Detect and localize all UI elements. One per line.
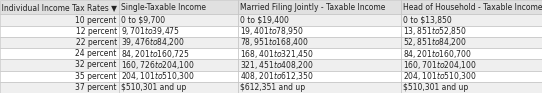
Bar (0, 0, 119, 14)
Text: $160,726 to $204,100: $160,726 to $204,100 (121, 59, 195, 71)
Bar (401, 82, 542, 93)
Text: 12 percent: 12 percent (75, 27, 117, 36)
Bar (401, 26, 542, 37)
Text: $408,201 to $612,350: $408,201 to $612,350 (240, 70, 314, 82)
Text: 0 to $9,700: 0 to $9,700 (121, 16, 165, 25)
Bar (238, 26, 401, 37)
Text: $612,351 and up: $612,351 and up (240, 83, 305, 92)
Bar (401, 14, 542, 26)
Bar (238, 0, 401, 14)
Text: $204,101 to $510,300: $204,101 to $510,300 (403, 70, 477, 82)
Text: $13,851 to $52,850: $13,851 to $52,850 (403, 25, 467, 37)
Bar (238, 59, 401, 71)
Bar (238, 14, 401, 26)
Text: $84,201 to $160,725: $84,201 to $160,725 (121, 48, 190, 60)
Bar (401, 59, 542, 71)
Text: $52,851 to $84,200: $52,851 to $84,200 (403, 36, 467, 48)
Text: $39,476 to $84,200: $39,476 to $84,200 (121, 36, 185, 48)
Bar (119, 48, 238, 59)
Bar (119, 37, 238, 48)
Bar (0, 37, 119, 48)
Text: $19,401 to $78,950: $19,401 to $78,950 (240, 25, 304, 37)
Text: $168,401 to $321,450: $168,401 to $321,450 (240, 48, 314, 60)
Text: Head of Household - Taxable Income: Head of Household - Taxable Income (403, 3, 542, 12)
Bar (238, 48, 401, 59)
Bar (119, 71, 238, 82)
Bar (119, 26, 238, 37)
Text: $204,101 to $510,300: $204,101 to $510,300 (121, 70, 195, 82)
Bar (0, 71, 119, 82)
Text: 32 percent: 32 percent (75, 60, 117, 69)
Bar (119, 14, 238, 26)
Bar (0, 26, 119, 37)
Bar (401, 0, 542, 14)
Bar (119, 0, 238, 14)
Text: 0 to $19,400: 0 to $19,400 (240, 16, 289, 25)
Text: 10 percent: 10 percent (75, 16, 117, 25)
Text: 2019 Individual Income Tax Rates ▼: 2019 Individual Income Tax Rates ▼ (0, 3, 117, 12)
Text: 37 percent: 37 percent (75, 83, 117, 92)
Bar (238, 71, 401, 82)
Text: $510,301 and up: $510,301 and up (121, 83, 186, 92)
Text: 0 to $13,850: 0 to $13,850 (403, 16, 452, 25)
Text: $321,451 to $408,200: $321,451 to $408,200 (240, 59, 314, 71)
Text: $9,701 to $39,475: $9,701 to $39,475 (121, 25, 180, 37)
Text: Married Filing Jointly - Taxable Income: Married Filing Jointly - Taxable Income (240, 3, 385, 12)
Bar (238, 82, 401, 93)
Bar (0, 14, 119, 26)
Text: $160,701 to $204,100: $160,701 to $204,100 (403, 59, 477, 71)
Text: 35 percent: 35 percent (75, 72, 117, 81)
Bar (0, 59, 119, 71)
Bar (0, 82, 119, 93)
Text: $84,201 to $160,700: $84,201 to $160,700 (403, 48, 472, 60)
Bar (401, 48, 542, 59)
Text: 24 percent: 24 percent (75, 49, 117, 58)
Text: 22 percent: 22 percent (75, 38, 117, 47)
Bar (401, 71, 542, 82)
Bar (401, 37, 542, 48)
Bar (119, 82, 238, 93)
Text: Single-Taxable Income: Single-Taxable Income (121, 3, 206, 12)
Bar (0, 48, 119, 59)
Bar (119, 59, 238, 71)
Bar (238, 37, 401, 48)
Text: $78,951 to $168,400: $78,951 to $168,400 (240, 36, 309, 48)
Text: $510,301 and up: $510,301 and up (403, 83, 468, 92)
